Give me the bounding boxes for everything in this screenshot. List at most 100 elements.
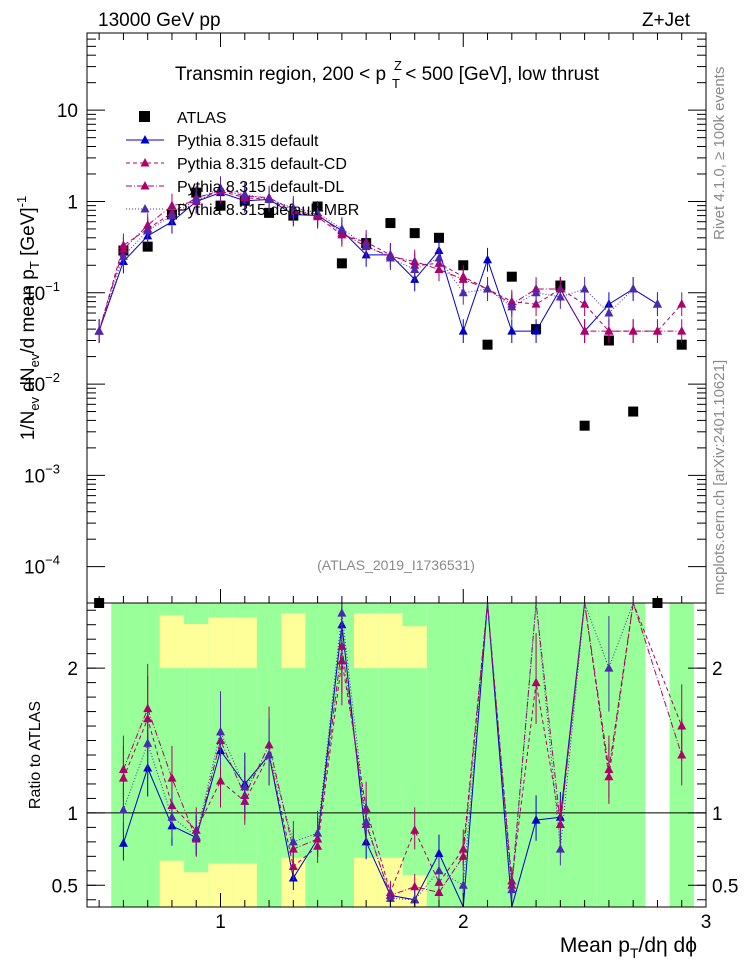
data-point-1.8	[410, 264, 420, 273]
data-point-1.9	[434, 253, 444, 262]
legend-label: Pythia 8.315 default-DL	[177, 179, 344, 196]
ratio-point-2.9	[677, 750, 687, 759]
legend-entry: Pythia 8.315 default-DL	[126, 179, 344, 196]
legend-label: Pythia 8.315 default-CD	[177, 156, 347, 173]
analysis-watermark: (ATLAS_2019_I1736531)	[317, 557, 475, 573]
data-point-2.1	[483, 254, 493, 264]
rivet-label: Rivet 4.1.0, ≥ 100k events	[711, 67, 728, 240]
data-point-1.2	[264, 207, 275, 218]
ratio-y-tick-label: 2	[67, 659, 78, 680]
data-point-2.5	[580, 326, 590, 335]
energy-label: 13000 GeV pp	[98, 10, 221, 31]
ratio-y-tick-label: 0.5	[52, 876, 78, 897]
data-point-0.6	[118, 251, 128, 260]
data-point-0.9	[191, 194, 201, 204]
data-point-2	[458, 287, 468, 297]
yellow-band-upper	[354, 613, 379, 669]
data-point-2	[458, 274, 468, 283]
data-point-2.2	[506, 271, 517, 282]
ratio-point-0.8	[167, 812, 177, 821]
data-point-2.9	[677, 299, 687, 308]
x-tick-label: 1	[215, 912, 226, 933]
data-point-1.3	[288, 202, 298, 212]
yellow-band-upper	[208, 617, 233, 669]
legend-marker	[140, 181, 150, 190]
legend-entry: Pythia 8.315 default-MBR	[126, 202, 359, 219]
ratio-y-tick-label: 1	[67, 804, 78, 825]
ratio-point-1.9	[434, 865, 444, 875]
legend-marker	[140, 204, 150, 213]
data-point-2.5	[580, 299, 590, 308]
legend-label: Pythia 8.315 default	[177, 133, 319, 150]
ratio-point-0.8	[167, 773, 177, 782]
ratio-point-2.6	[604, 764, 614, 773]
ratio-point-2	[458, 880, 468, 889]
xlabel-sub: T	[630, 945, 639, 961]
green-band	[475, 603, 500, 907]
data-point-1.5	[337, 223, 347, 233]
data-point-2.6	[604, 326, 614, 335]
y-tick-exponent: −4	[45, 553, 60, 568]
data-point-1.2	[264, 194, 274, 204]
y-tick-label: 1	[67, 192, 78, 213]
data-point-1.6	[361, 240, 371, 249]
x-tick-label: 2	[458, 912, 469, 933]
ratio-point-1	[216, 776, 226, 785]
ratio-point-2	[458, 851, 468, 860]
data-point-2.4	[555, 291, 565, 301]
data-point-2.3	[531, 287, 541, 297]
data-point-2.1	[482, 339, 493, 350]
title-sup: Z	[394, 58, 402, 73]
title-sub: T	[392, 76, 400, 91]
y-tick-label: 10−4	[24, 553, 60, 579]
ratio-point-1.8	[410, 881, 420, 891]
yellow-band-upper	[281, 613, 306, 669]
data-point-2.3	[531, 326, 541, 335]
ratio-uncertainty-bands	[87, 603, 706, 907]
data-point-2.5	[580, 283, 590, 293]
ratio-point-1.3	[288, 861, 298, 870]
x-tick-label: 3	[701, 912, 712, 933]
data-point-0.5	[94, 326, 104, 335]
x-axis-label: Mean pT/dη dϕ	[560, 934, 697, 961]
legend-entry: ATLAS	[139, 110, 227, 127]
data-point-1.4	[313, 207, 323, 217]
ratio-point-2.3	[531, 677, 541, 687]
ratio-plot-panel: 0.5 0.5 1 1 2 2 1 2 3 Ratio to ATLAS Mean pT/dη …	[27, 601, 738, 961]
ratio-series-line	[122, 602, 634, 908]
yellow-band-upper	[232, 617, 257, 669]
ratio-point-1.6	[361, 816, 371, 826]
data-point-2.8	[652, 299, 662, 308]
ratio-point-2.2	[507, 884, 517, 894]
data-point-0.7	[143, 225, 153, 235]
ratio-point-1	[216, 726, 226, 736]
xlabel-before: Mean p	[560, 934, 630, 957]
data-point-1	[215, 200, 226, 211]
y-tick-label: 10	[57, 101, 78, 122]
ratio-point-0.6	[118, 805, 128, 814]
data-point-2.8	[652, 326, 662, 335]
data-point-2.9	[676, 339, 687, 350]
yellow-band-lower	[159, 860, 185, 907]
ratio-axes: 0.5 0.5 1 1 2 2 1 2 3	[52, 609, 738, 933]
main-series-layer	[94, 176, 687, 608]
data-point-1	[216, 183, 226, 192]
y-tick-label: 10−2	[24, 370, 60, 396]
process-label: Z+Jet	[642, 10, 691, 31]
ratio-point-1.2	[264, 750, 274, 759]
ratio-point-2.6	[604, 663, 614, 672]
ratio-point-2.4	[555, 844, 565, 853]
legend-marker	[139, 111, 150, 122]
legend-label: ATLAS	[177, 110, 227, 127]
data-point-2.9	[677, 326, 687, 335]
legend-marker	[140, 158, 150, 167]
ratio-point-0.9	[191, 831, 201, 840]
data-point-1.5	[336, 258, 347, 269]
yellow-band-upper	[378, 613, 403, 669]
green-band	[572, 603, 597, 907]
data-point-1.9	[433, 232, 444, 243]
data-point-0.8	[167, 210, 177, 220]
